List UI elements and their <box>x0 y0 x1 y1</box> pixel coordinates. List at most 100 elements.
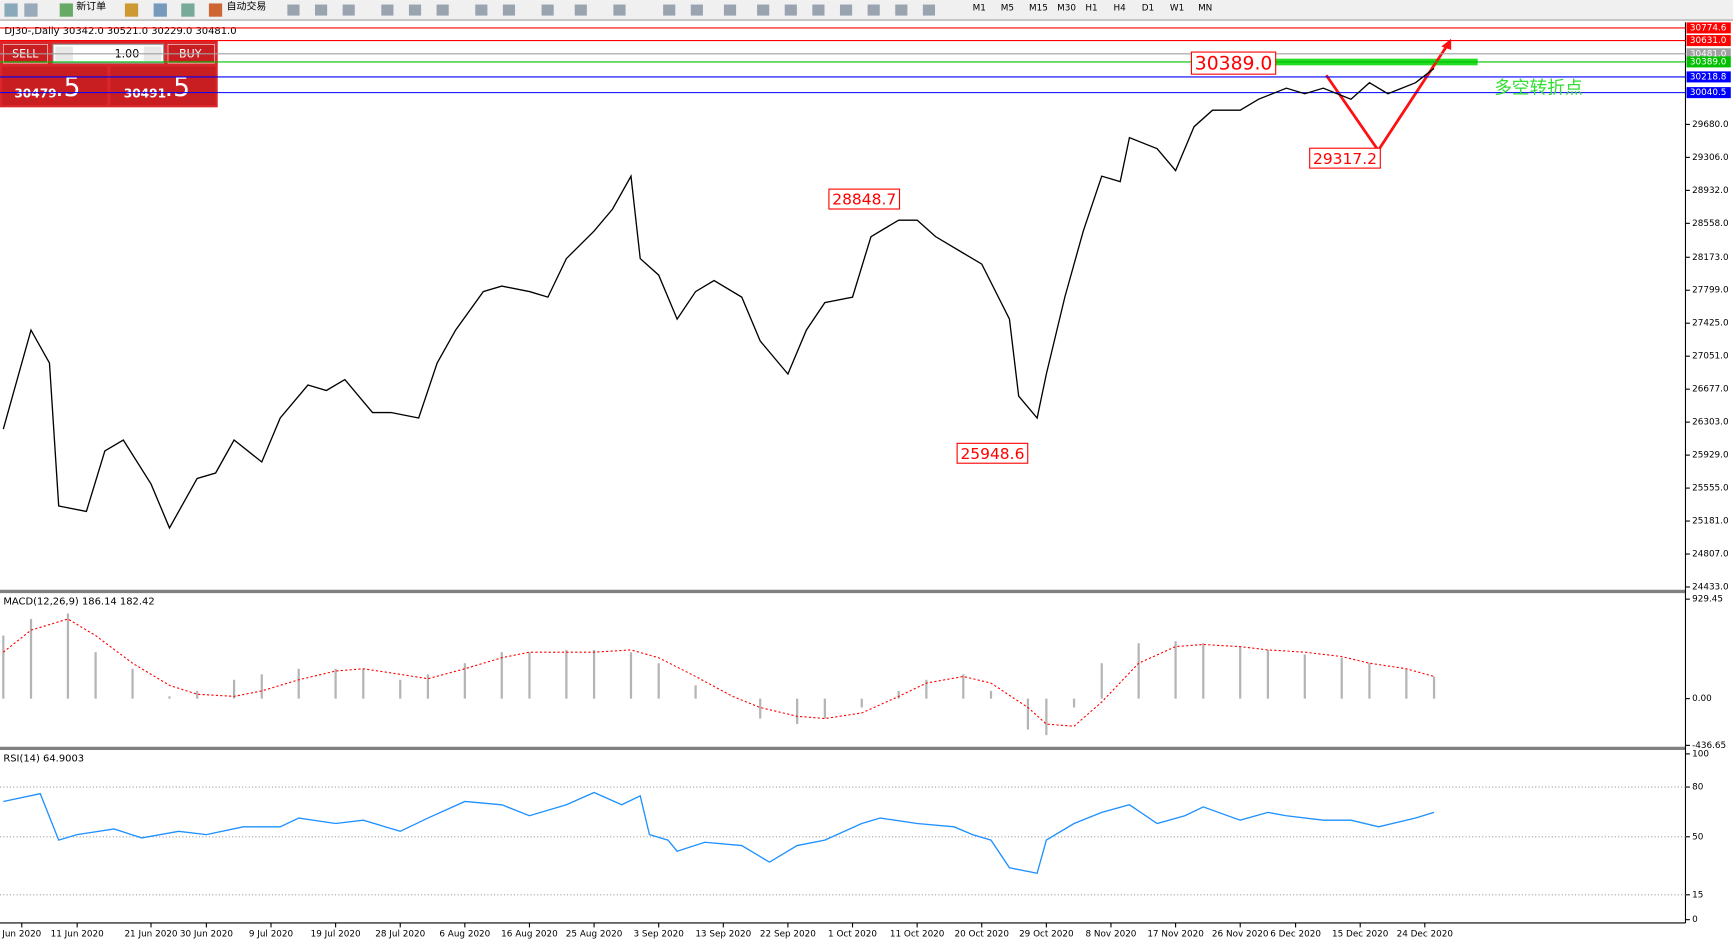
x-tick-label: 20 Oct 2020 <box>954 930 1009 940</box>
tool-icon[interactable] <box>690 4 703 16</box>
price-line <box>2 67 1435 530</box>
tool-icon[interactable] <box>4 3 18 17</box>
x-tick-label: 11 Oct 2020 <box>890 930 945 940</box>
tool-icon[interactable] <box>314 4 328 16</box>
tool-icon[interactable] <box>613 4 626 16</box>
macd-bar <box>66 613 70 699</box>
tool-icon[interactable] <box>895 4 908 16</box>
macd-bar <box>1303 654 1306 699</box>
x-tick-label: 24 Dec 2020 <box>1397 930 1454 940</box>
tool-icon[interactable] <box>812 4 825 16</box>
x-tick-label: 26 Nov 2020 <box>1212 930 1269 940</box>
tool-icon[interactable] <box>124 3 139 17</box>
macd-bar <box>565 649 568 699</box>
tool-icon[interactable] <box>287 4 300 16</box>
x-tick-label: Jun 2020 <box>1 930 41 940</box>
y-tick-label: 27799.0 <box>1692 286 1729 296</box>
level-label: 30389.0 <box>1690 57 1727 67</box>
x-tick-label: 1 Oct 2020 <box>828 930 877 940</box>
tool-icon[interactable] <box>757 4 770 16</box>
macd-bar <box>925 679 928 699</box>
y-tick-label: 29306.0 <box>1692 153 1729 163</box>
tool-icon[interactable] <box>541 4 554 16</box>
tool-icon[interactable] <box>181 3 195 17</box>
x-tick-label: 25 Aug 2020 <box>566 930 623 940</box>
tool-icon[interactable] <box>867 4 880 16</box>
y-tick-label: 80 <box>1692 783 1704 793</box>
level-label-bg <box>1686 56 1731 68</box>
macd-bar <box>1239 646 1242 699</box>
x-tick-label: 15 Dec 2020 <box>1332 930 1389 940</box>
tool-icon[interactable] <box>24 3 38 17</box>
sell-price: 30479 <box>14 87 56 101</box>
y-tick-label: 26303.0 <box>1692 418 1729 428</box>
auto-trading-icon[interactable] <box>208 3 223 17</box>
tool-icon[interactable] <box>784 4 797 16</box>
macd-bar <box>528 652 531 699</box>
tool-icon[interactable] <box>381 4 394 16</box>
tool-icon[interactable] <box>475 4 488 16</box>
level-label: 30631.0 <box>1690 36 1727 46</box>
timeframe-button[interactable]: W1 <box>1170 3 1184 13</box>
y-tick-label: 100 <box>1692 749 1709 759</box>
macd-bar <box>1368 663 1371 699</box>
signal-line <box>2 618 1435 727</box>
macd-bar <box>1340 657 1343 699</box>
x-tick-label: 28 Jul 2020 <box>375 930 425 940</box>
x-tick-label: 21 Jun 2020 <box>124 930 177 940</box>
level-label-bg <box>1686 71 1731 83</box>
x-tick-label: 17 Nov 2020 <box>1147 930 1204 940</box>
tool-icon[interactable] <box>436 4 449 16</box>
timeframe-button[interactable]: H1 <box>1085 3 1097 13</box>
timeframe-button[interactable]: M30 <box>1057 3 1076 13</box>
timeframes: M1 M5 M15 M30 H1 H4 D1 W1 MN <box>973 3 1213 13</box>
tool-icon[interactable] <box>922 4 936 16</box>
level-label-bg <box>1686 87 1731 99</box>
tool-icon[interactable] <box>408 4 422 16</box>
macd-bar <box>860 698 863 708</box>
arrow-head <box>1441 38 1452 50</box>
macd-bar <box>823 698 826 719</box>
tool-icon[interactable] <box>574 4 587 16</box>
timeframe-button[interactable]: M15 <box>1029 3 1048 13</box>
y-tick-label: 0.00 <box>1692 694 1712 704</box>
tool-icon[interactable] <box>663 4 676 16</box>
sell-price-box[interactable] <box>2 66 108 106</box>
y-tick-label: 26677.0 <box>1692 385 1729 395</box>
macd-bar <box>168 696 171 699</box>
auto-trading-button[interactable]: 自动交易 <box>227 0 267 13</box>
macd-bar <box>1026 698 1030 730</box>
level-label: 30040.5 <box>1690 88 1727 98</box>
timeframe-button[interactable]: D1 <box>1142 3 1154 13</box>
macd-bar <box>694 685 697 699</box>
tool-icon[interactable] <box>723 4 737 16</box>
macd-bar <box>297 668 300 699</box>
y-tick-label: -436.65 <box>1692 741 1726 751</box>
macd-bar <box>1100 663 1103 699</box>
tool-icon[interactable] <box>342 4 355 16</box>
tool-icon[interactable] <box>839 4 853 16</box>
annotation-box <box>828 188 901 210</box>
level-label-bg <box>1686 35 1731 47</box>
buy-price-box[interactable] <box>110 66 216 106</box>
level-label: 30218.8 <box>1690 72 1727 82</box>
timeframe-button[interactable]: MN <box>1198 3 1212 13</box>
rsi-header: RSI(14) 64.9003 <box>3 753 84 764</box>
tool-icon[interactable] <box>502 4 516 16</box>
tool-icon[interactable] <box>153 3 167 17</box>
y-tick-label: 28932.0 <box>1692 186 1729 196</box>
y-tick-label: 25555.0 <box>1692 484 1729 494</box>
y-tick-label: 24807.0 <box>1692 550 1729 560</box>
timeframe-button[interactable]: H4 <box>1114 3 1127 13</box>
new-order-icon[interactable] <box>59 3 73 17</box>
macd-bar <box>657 663 660 699</box>
macd-bar <box>334 668 337 699</box>
new-order-button[interactable]: 新订单 <box>76 0 106 13</box>
macd-bar <box>29 618 33 699</box>
timeframe-button[interactable]: M5 <box>1001 3 1014 13</box>
timeframe-button[interactable]: M1 <box>973 3 986 13</box>
macd-bar <box>796 698 799 725</box>
price-annotation: 25948.6 <box>960 445 1024 463</box>
macd-bar <box>1174 641 1177 699</box>
